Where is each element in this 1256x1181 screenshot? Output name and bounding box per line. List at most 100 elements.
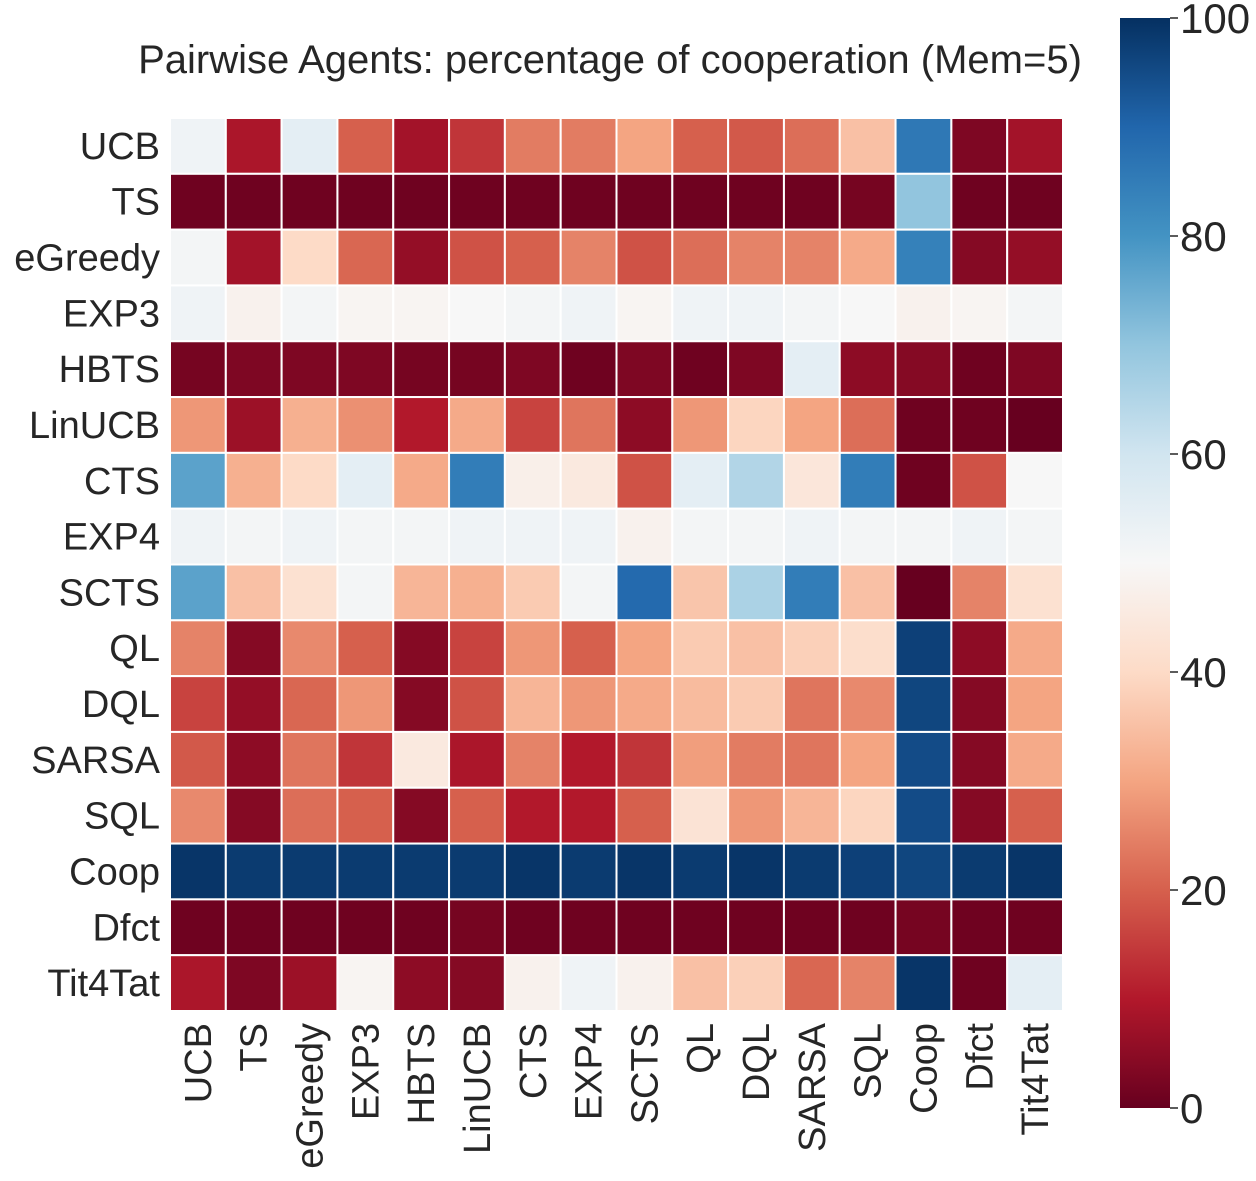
heatmap-cell bbox=[448, 898, 506, 957]
heatmap-cell bbox=[559, 619, 618, 678]
heatmap-cell bbox=[280, 228, 339, 287]
heatmap-cell bbox=[169, 730, 227, 789]
heatmap-cell bbox=[169, 619, 227, 678]
colorbar-gradient bbox=[1120, 18, 1170, 1108]
heatmap-cell bbox=[503, 228, 562, 287]
row-label: HBTS bbox=[59, 349, 160, 391]
heatmap-cell bbox=[838, 619, 897, 678]
heatmap-cell bbox=[280, 898, 339, 957]
heatmap-cell bbox=[727, 563, 785, 622]
heatmap-cell bbox=[615, 117, 674, 175]
row-label: TS bbox=[111, 182, 160, 224]
heatmap-cell bbox=[671, 451, 730, 510]
heatmap-cell bbox=[838, 451, 897, 510]
column-label: QL bbox=[680, 1023, 722, 1074]
heatmap-cell bbox=[336, 954, 395, 1012]
heatmap-cell bbox=[950, 619, 1009, 678]
heatmap-cell bbox=[169, 842, 227, 901]
heatmap-cell bbox=[838, 340, 897, 399]
heatmap-cell bbox=[615, 563, 674, 622]
row-label: DQL bbox=[82, 684, 160, 726]
heatmap-cell bbox=[615, 730, 674, 789]
heatmap-cell bbox=[615, 842, 674, 901]
heatmap-cell bbox=[950, 563, 1009, 622]
heatmap-cell bbox=[280, 563, 339, 622]
heatmap-cell bbox=[671, 730, 730, 789]
heatmap-cell bbox=[838, 898, 897, 957]
heatmap-cell bbox=[950, 954, 1009, 1012]
heatmap-cell bbox=[503, 340, 562, 399]
heatmap-cell bbox=[950, 172, 1009, 231]
heatmap-cell bbox=[782, 730, 841, 789]
heatmap-cell bbox=[950, 228, 1009, 287]
heatmap-cell bbox=[280, 284, 339, 343]
heatmap-cell bbox=[782, 284, 841, 343]
heatmap-cell bbox=[280, 842, 339, 901]
heatmap-cell bbox=[336, 340, 395, 399]
heatmap-cell bbox=[559, 954, 618, 1012]
heatmap-cell bbox=[169, 954, 227, 1012]
heatmap-cell bbox=[894, 898, 953, 957]
chart-title: Pairwise Agents: percentage of cooperati… bbox=[138, 38, 1082, 82]
heatmap-cell bbox=[950, 898, 1009, 957]
heatmap-cell bbox=[336, 675, 395, 733]
heatmap-cell bbox=[448, 675, 506, 733]
colorbar-tick-label: 40 bbox=[1180, 649, 1227, 696]
heatmap-cell bbox=[727, 786, 785, 845]
heatmap-cell bbox=[336, 842, 395, 901]
heatmap-cell bbox=[950, 117, 1009, 175]
heatmap-cell bbox=[782, 451, 841, 510]
heatmap-cell bbox=[782, 675, 841, 733]
heatmap-cell bbox=[1006, 786, 1064, 845]
heatmap-cell bbox=[224, 786, 283, 845]
heatmap-cell bbox=[838, 730, 897, 789]
heatmap-cell bbox=[671, 898, 730, 957]
heatmap-cell bbox=[336, 172, 395, 231]
heatmap-cell bbox=[392, 451, 451, 510]
heatmap-cell bbox=[224, 396, 283, 454]
column-label: UCB bbox=[178, 1023, 220, 1103]
heatmap-cell bbox=[280, 730, 339, 789]
heatmap-cell bbox=[503, 619, 562, 678]
heatmap-cell bbox=[503, 898, 562, 957]
heatmap-cell bbox=[224, 675, 283, 733]
heatmap-cell bbox=[448, 563, 506, 622]
row-label: EXP4 bbox=[63, 517, 160, 559]
heatmap-cell bbox=[559, 396, 618, 454]
heatmap-cell bbox=[559, 284, 618, 343]
heatmap-cell bbox=[950, 675, 1009, 733]
column-label: CTS bbox=[513, 1023, 555, 1099]
heatmap-cell bbox=[448, 619, 506, 678]
heatmap-cell bbox=[782, 786, 841, 845]
heatmap-cell bbox=[336, 730, 395, 789]
heatmap-cell bbox=[392, 396, 451, 454]
heatmap-cell bbox=[392, 619, 451, 678]
heatmap-cell bbox=[727, 117, 785, 175]
row-label: UCB bbox=[80, 126, 160, 168]
heatmap-cell bbox=[1006, 172, 1064, 231]
heatmap-cell bbox=[727, 898, 785, 957]
heatmap-cell bbox=[224, 842, 283, 901]
heatmap-cell bbox=[448, 228, 506, 287]
heatmap-cell bbox=[671, 563, 730, 622]
heatmap-cell bbox=[671, 619, 730, 678]
heatmap-cell bbox=[280, 117, 339, 175]
column-labels: UCB TS eGreedy EXP3 HBTS LinUCB CTS EXP4 SCTS QL D… bbox=[178, 1022, 1057, 1168]
heatmap-cell bbox=[727, 507, 785, 566]
heatmap-cell bbox=[615, 172, 674, 231]
heatmap-cell bbox=[838, 117, 897, 175]
heatmap-cell bbox=[1006, 340, 1064, 399]
heatmap-cell bbox=[448, 172, 506, 231]
heatmap-cell bbox=[615, 675, 674, 733]
heatmap-cell bbox=[280, 396, 339, 454]
heatmap-cell bbox=[894, 284, 953, 343]
colorbar-tick-label: 100 bbox=[1180, 0, 1250, 42]
heatmap-cell bbox=[280, 507, 339, 566]
colorbar-tick-label: 60 bbox=[1180, 431, 1227, 478]
heatmap-cell bbox=[838, 842, 897, 901]
row-label: SCTS bbox=[59, 572, 160, 614]
heatmap-cell bbox=[503, 786, 562, 845]
heatmap-cell bbox=[336, 117, 395, 175]
heatmap-cell bbox=[559, 842, 618, 901]
heatmap-cell bbox=[224, 507, 283, 566]
